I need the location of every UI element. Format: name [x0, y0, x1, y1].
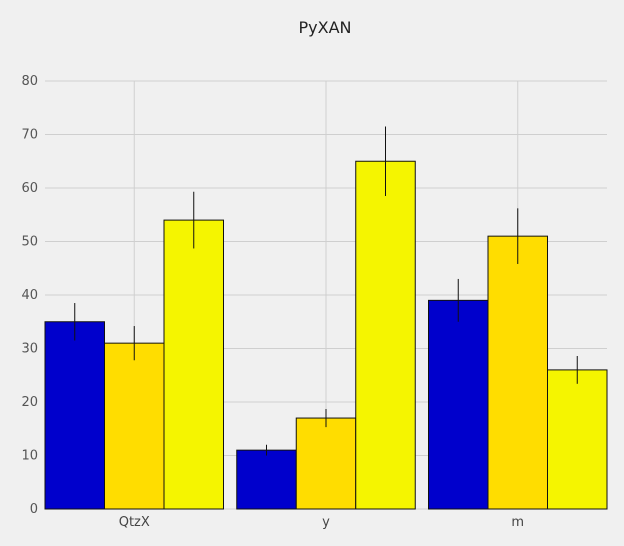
y-tick-label: 10 — [21, 449, 38, 464]
y-tick-label: 70 — [21, 128, 38, 143]
y-tick-label: 60 — [21, 181, 38, 196]
y-tick-label: 80 — [21, 74, 38, 89]
bar — [44, 321, 105, 510]
y-tick-label: 40 — [21, 288, 38, 303]
x-tick-label: m — [511, 515, 524, 530]
bar — [163, 219, 224, 510]
y-tick-label: 20 — [21, 395, 38, 410]
bar — [104, 342, 165, 510]
bar — [547, 369, 608, 510]
x-tick-label: y — [322, 515, 330, 530]
x-tick-label: QtzX — [119, 515, 150, 530]
y-tick-label: 30 — [21, 342, 38, 357]
bar — [295, 417, 357, 510]
bar — [355, 160, 416, 510]
error-bars-layer — [74, 126, 578, 456]
bars-layer — [44, 160, 608, 510]
bar — [487, 235, 548, 510]
chart-title: PyXAN — [299, 18, 352, 37]
bar — [236, 449, 297, 510]
y-tick-label: 50 — [21, 235, 38, 250]
y-tick-label: 0 — [30, 502, 38, 517]
bar — [428, 299, 489, 510]
y-tick-labels: 0 10 20 30 40 50 60 70 80 — [21, 74, 38, 517]
x-tick-labels: QtzX y m — [119, 515, 524, 530]
